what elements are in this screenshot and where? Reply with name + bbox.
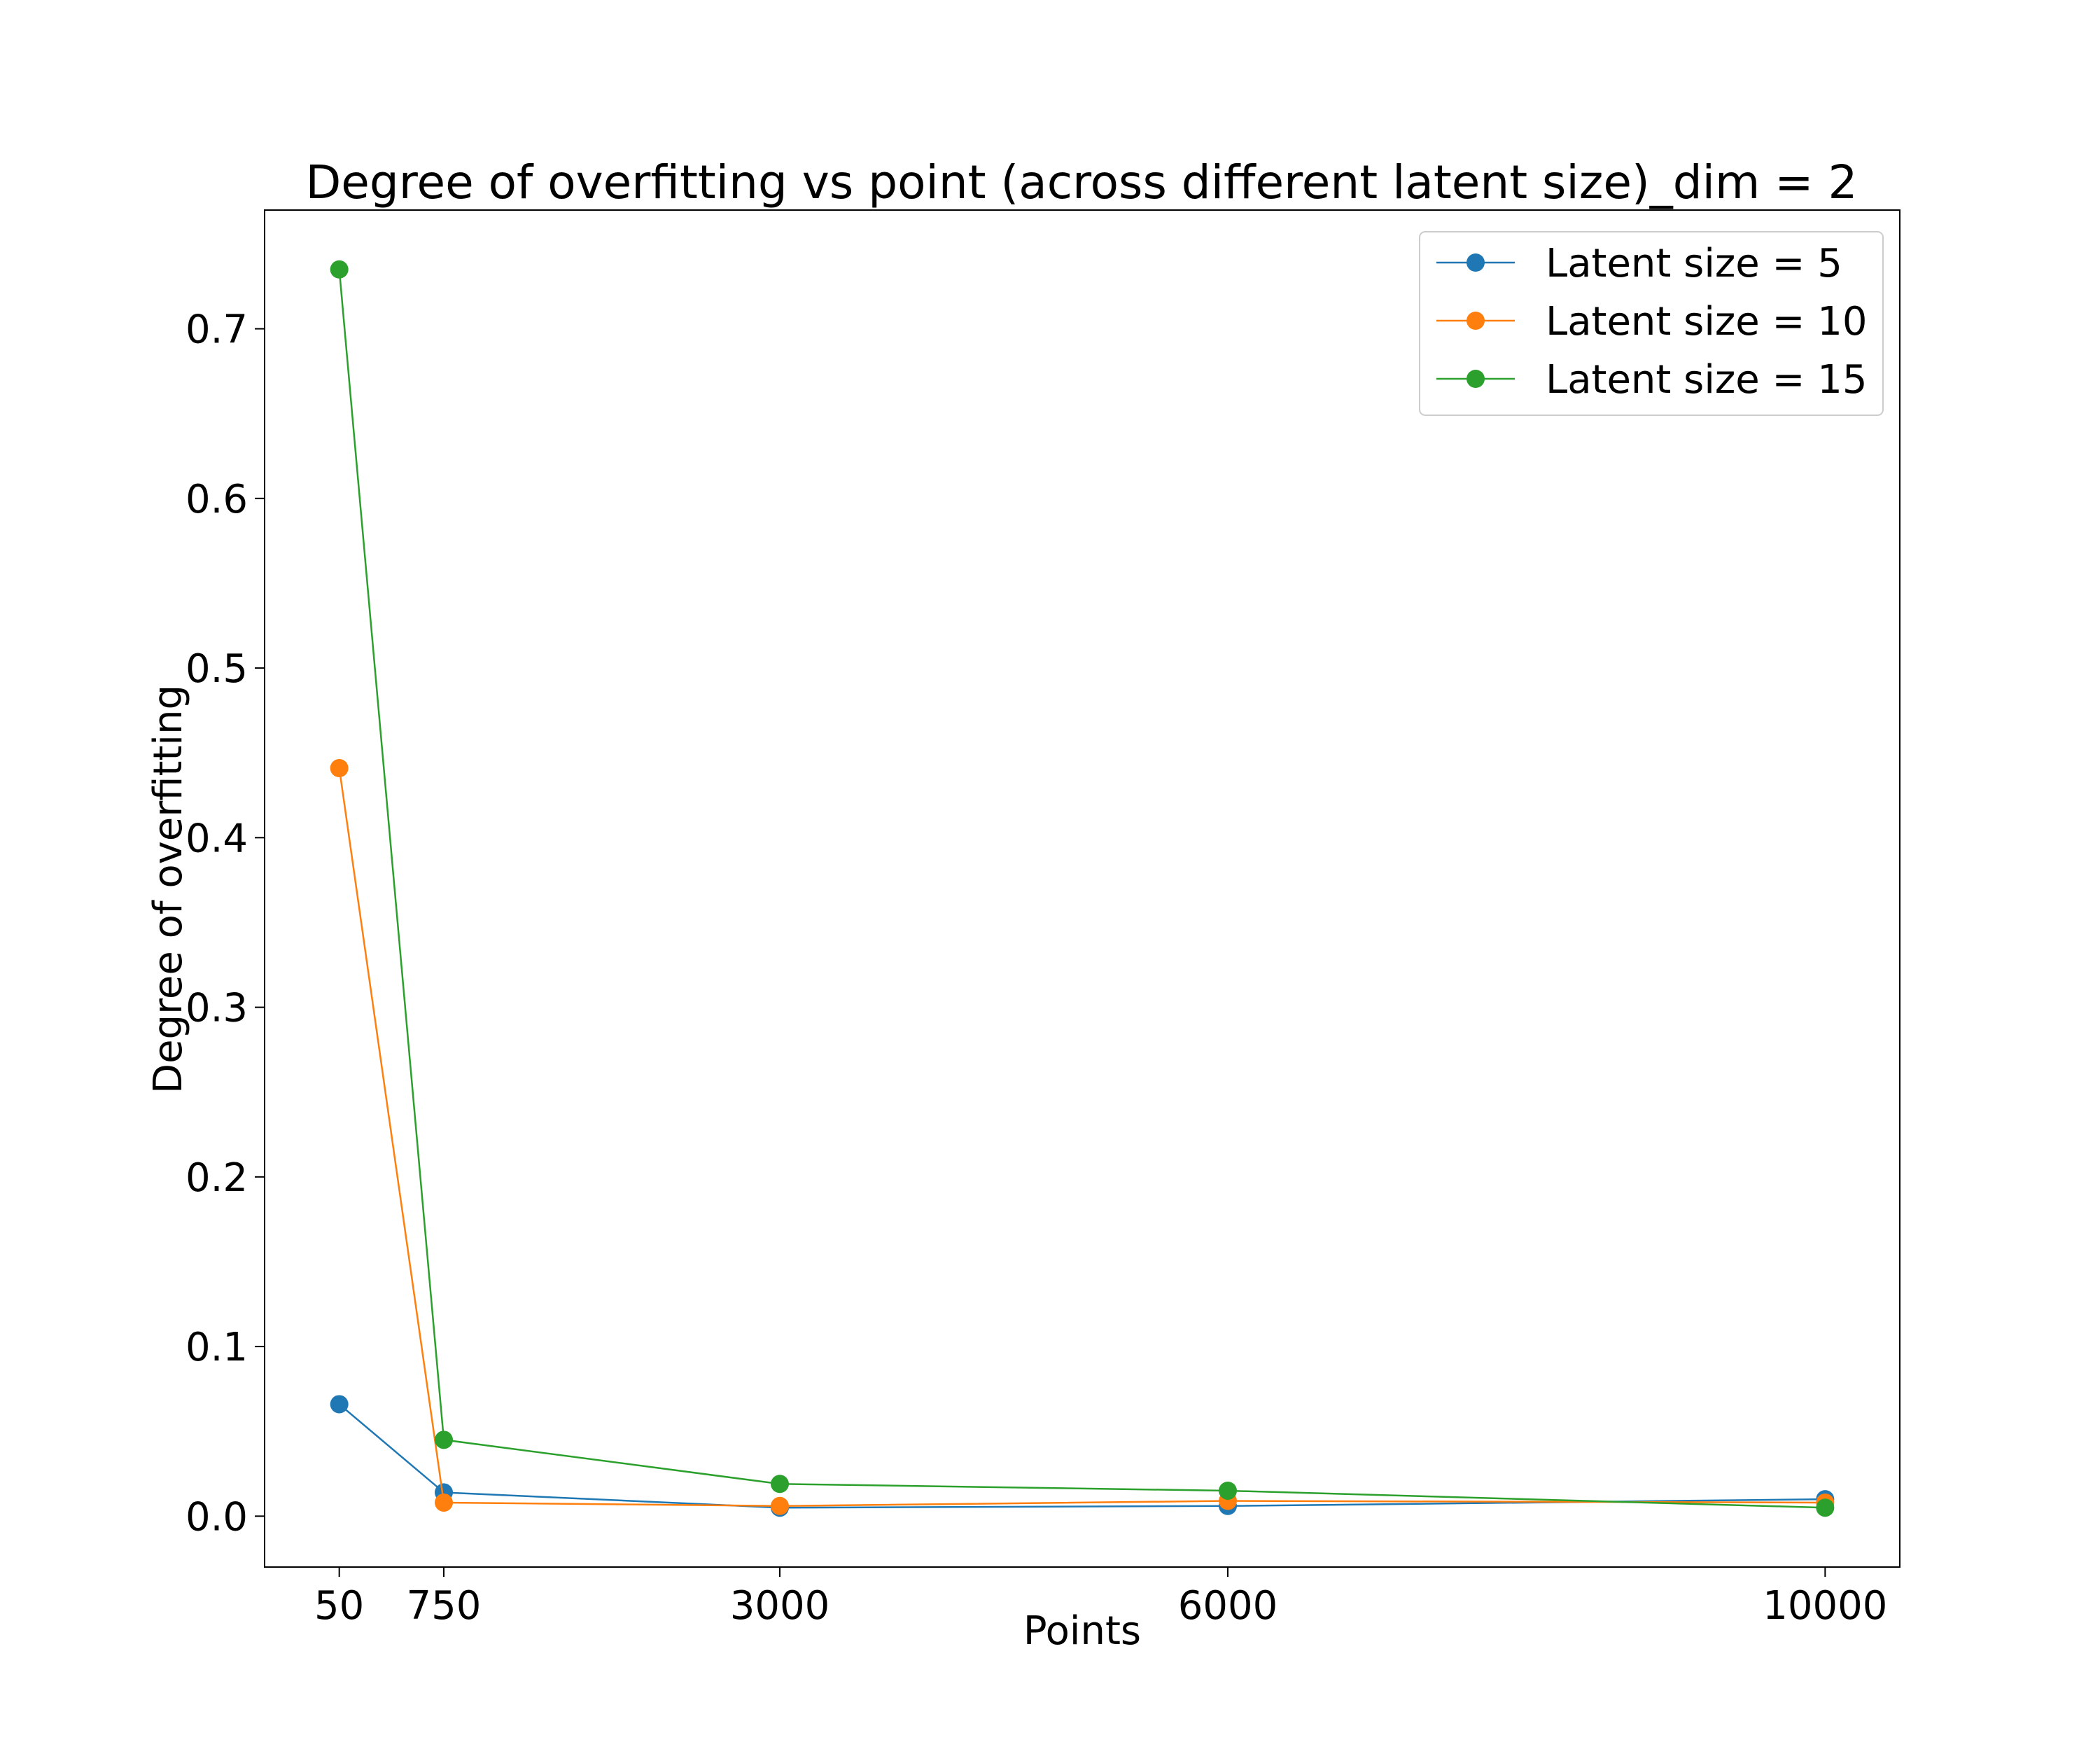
data-point <box>1219 1481 1237 1500</box>
plot-frame <box>264 209 1900 1568</box>
y-tick-label: 0.6 <box>186 477 248 522</box>
legend-label: Latent size = 5 <box>1546 241 1842 286</box>
data-point <box>771 1475 789 1494</box>
data-point <box>771 1496 789 1515</box>
y-tick-label: 0.1 <box>186 1325 248 1370</box>
x-tick-label: 750 <box>407 1583 482 1629</box>
x-tick-label: 3000 <box>730 1583 830 1629</box>
x-tick-label: 6000 <box>1178 1583 1278 1629</box>
data-point <box>1816 1498 1835 1517</box>
legend-marker <box>1466 312 1485 330</box>
x-axis-ticks: 50 750 3000 6000 10000 <box>314 1567 1887 1629</box>
legend-marker <box>1466 370 1485 388</box>
y-tick-label: 0.4 <box>186 816 248 861</box>
y-tick-label: 0.0 <box>186 1494 248 1540</box>
x-axis-label: Points <box>1023 1608 1141 1654</box>
legend-box <box>1419 231 1884 416</box>
y-tick-label: 0.2 <box>186 1155 248 1201</box>
data-point <box>435 1431 453 1449</box>
y-tick-label: 0.3 <box>186 986 248 1031</box>
y-axis-ticks: 0.0 0.1 0.2 0.3 0.4 0.5 0.6 0.7 <box>186 307 265 1540</box>
y-tick-label: 0.5 <box>186 646 248 692</box>
chart-title: Degree of overfitting vs point (across d… <box>305 155 1857 209</box>
x-tick-label: 10000 <box>1763 1583 1887 1629</box>
legend-label: Latent size = 10 <box>1546 299 1868 344</box>
legend: Latent size = 5 Latent size = 10 Latent si… <box>1419 231 1884 416</box>
data-point <box>330 260 349 279</box>
legend-marker <box>1466 253 1485 272</box>
y-tick-label: 0.7 <box>186 307 248 353</box>
x-tick-label: 50 <box>314 1583 364 1629</box>
series-line <box>338 767 1826 1508</box>
series-layer <box>330 260 1835 1517</box>
series-line <box>338 269 1826 1509</box>
data-point <box>330 1395 349 1414</box>
data-point <box>435 1493 453 1512</box>
data-point <box>330 759 349 778</box>
y-axis-label: Degree of overfitting <box>146 685 191 1094</box>
legend-label: Latent size = 15 <box>1546 357 1868 403</box>
